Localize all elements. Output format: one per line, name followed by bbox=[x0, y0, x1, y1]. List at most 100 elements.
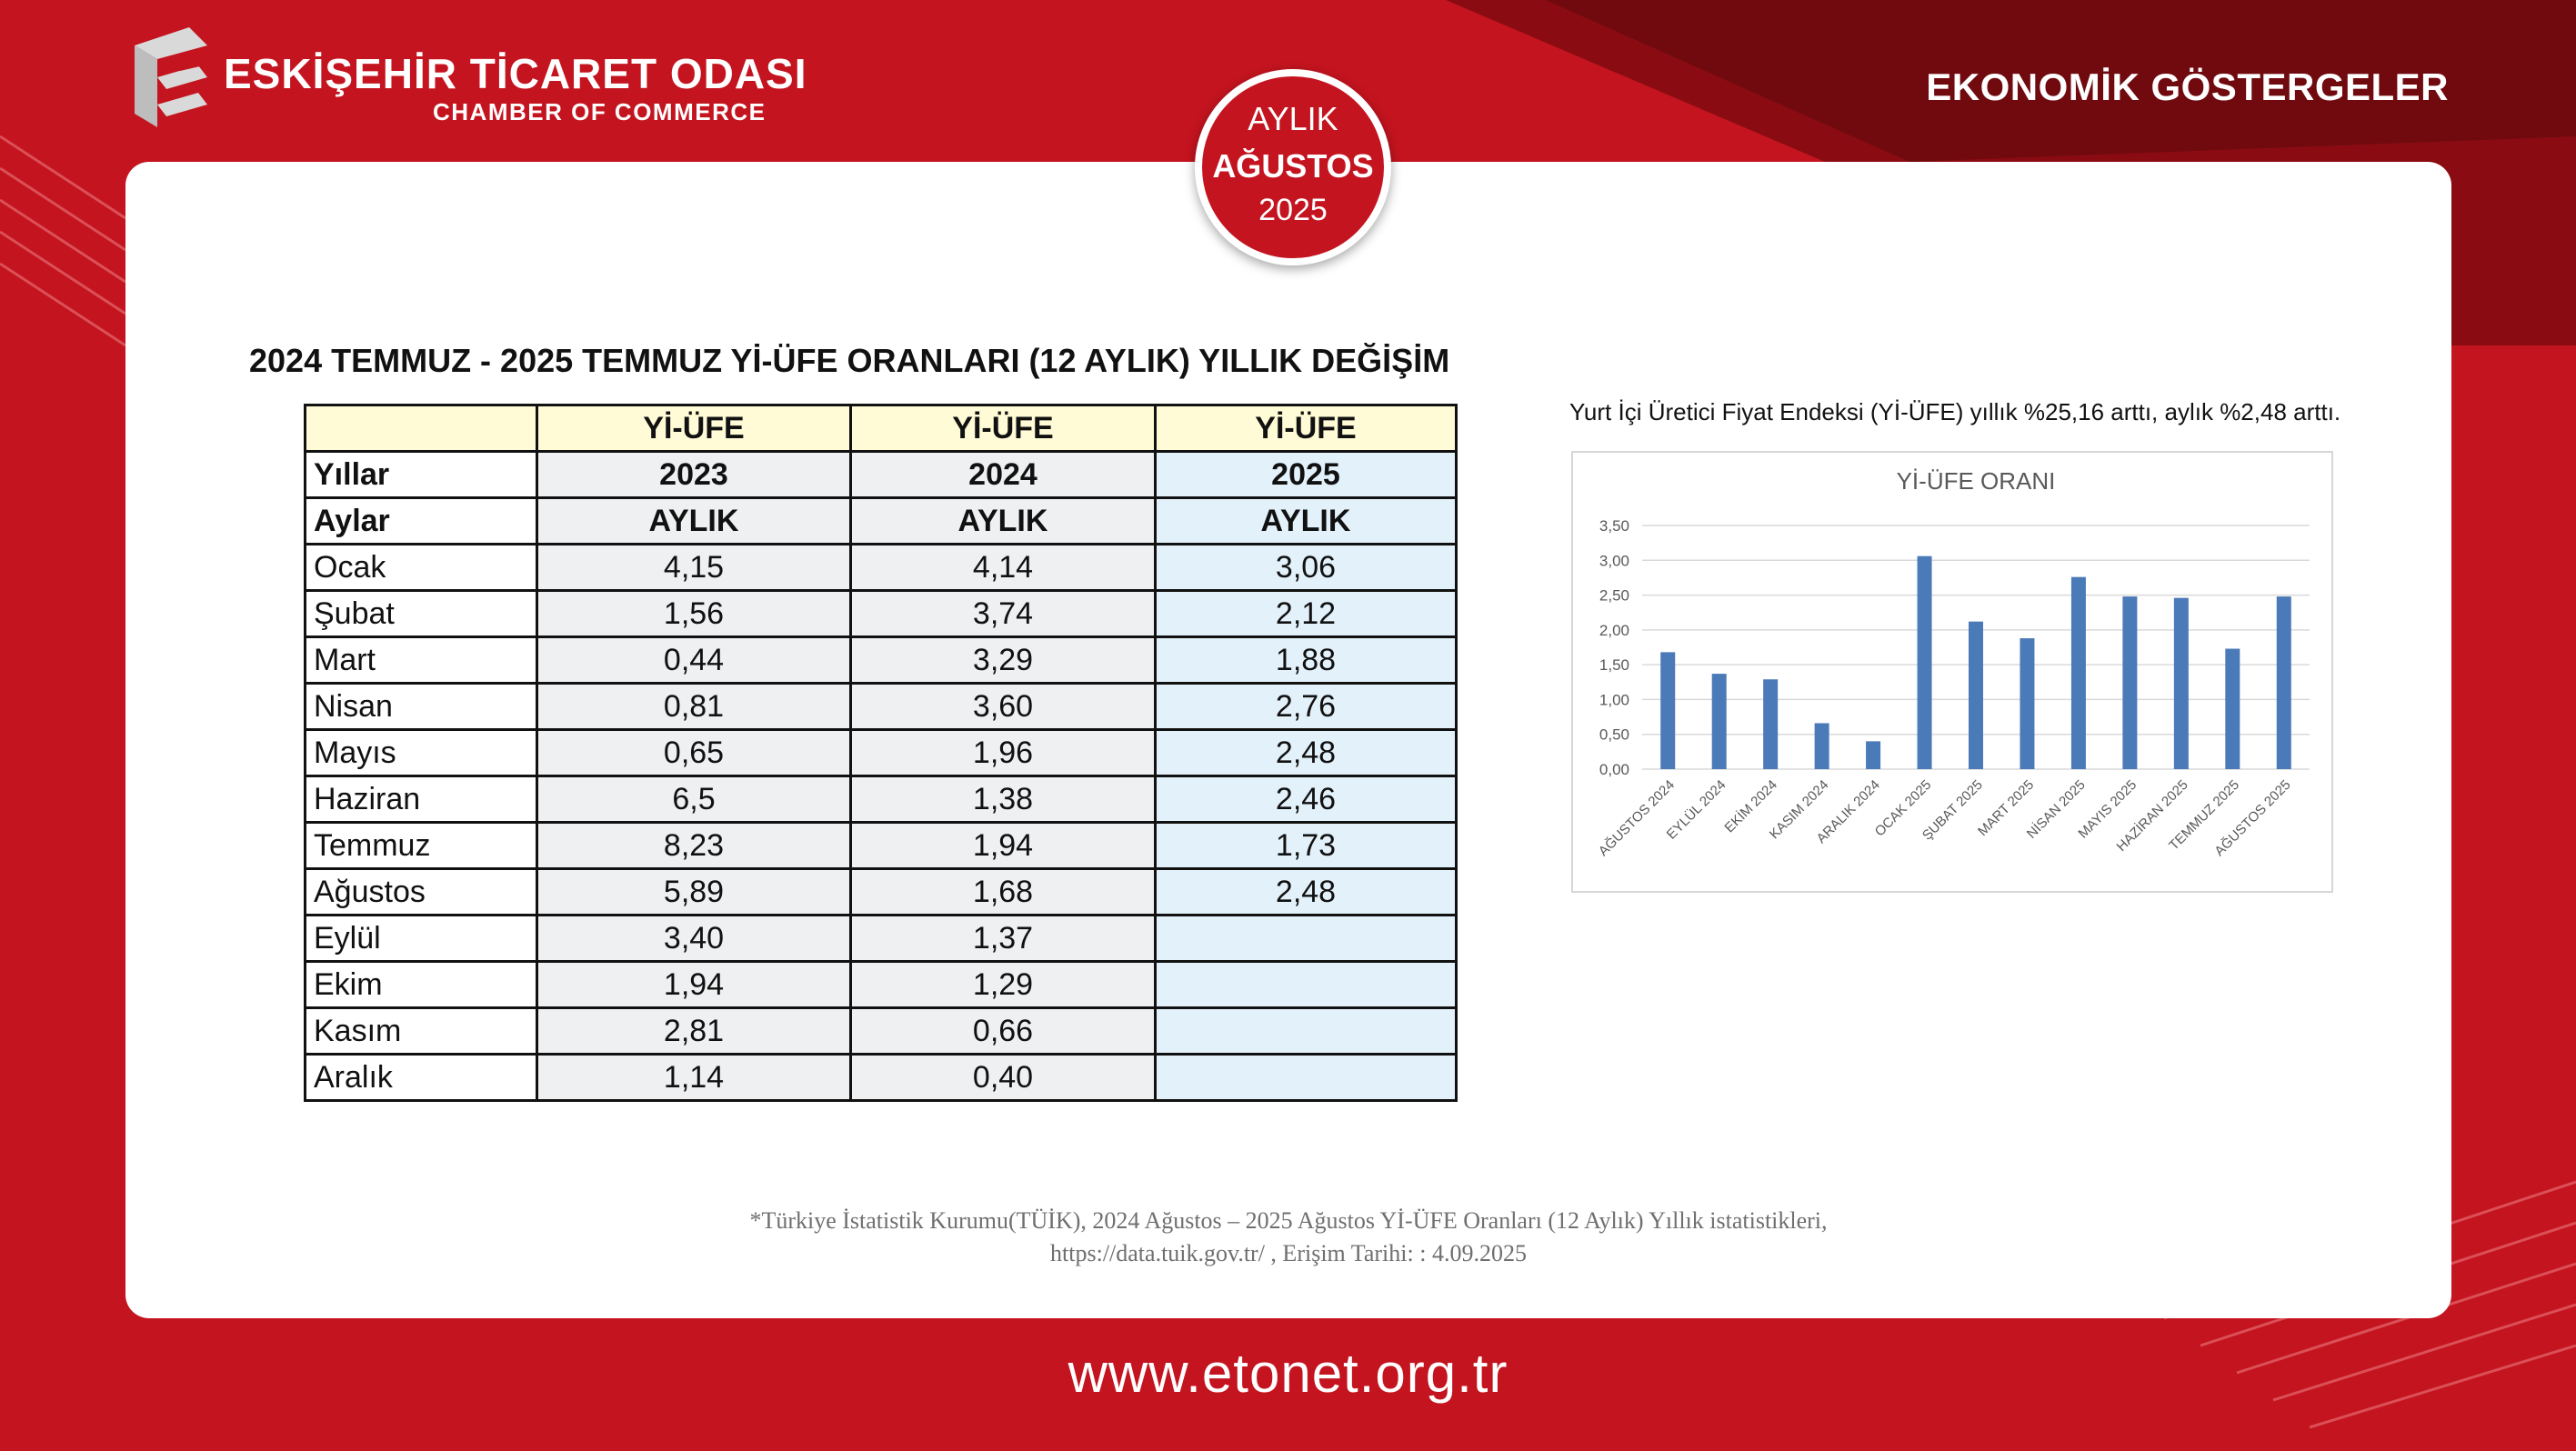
table-row: Aralık 1,14 0,40 bbox=[304, 1053, 1458, 1102]
y-tick-label: 0,50 bbox=[1599, 726, 1629, 744]
month-cell: Ocak bbox=[304, 543, 538, 592]
footnote-line2: https://data.tuik.gov.tr/ , Erişim Tarih… bbox=[1050, 1240, 1527, 1266]
years-row: Yıllar 2023 2024 2025 bbox=[304, 450, 1458, 499]
y-tick-label: 2,50 bbox=[1599, 587, 1629, 605]
month-cell: Aralık bbox=[304, 1053, 538, 1102]
y-tick-label: 2,00 bbox=[1599, 622, 1629, 639]
footnote-line1: *Türkiye İstatistik Kurumu(TÜİK), 2024 A… bbox=[749, 1207, 1828, 1234]
bar-chart-svg: Yİ-ÜFE ORANI 0,00 0,50 1,00 1,50 2,00 2,50 3,00… bbox=[1596, 467, 2310, 859]
badge-period: AYLIK bbox=[1248, 100, 1338, 137]
value-cell: 1,37 bbox=[849, 914, 1157, 963]
bar bbox=[1814, 723, 1829, 769]
period-cell: AYLIK bbox=[849, 496, 1157, 545]
header-cell: Yİ-ÜFE bbox=[849, 404, 1157, 453]
value-cell: 0,81 bbox=[536, 682, 852, 731]
value-cell: 3,06 bbox=[1154, 543, 1458, 592]
bar bbox=[1763, 679, 1779, 769]
value-cell: 4,14 bbox=[849, 543, 1157, 592]
badge-month: AĞUSTOS bbox=[1212, 147, 1374, 185]
table-row: Ağustos 5,89 1,68 2,48 bbox=[304, 867, 1458, 916]
bar bbox=[2070, 576, 2086, 769]
month-cell: Şubat bbox=[304, 589, 538, 638]
month-badge: AYLIK AĞUSTOS 2025 bbox=[1195, 69, 1391, 265]
value-cell: 3,60 bbox=[849, 682, 1157, 731]
footer-url[interactable]: www.etonet.org.tr bbox=[1067, 1343, 1509, 1404]
month-cell: Nisan bbox=[304, 682, 538, 731]
value-cell: 1,88 bbox=[1154, 635, 1458, 685]
value-cell: 3,29 bbox=[849, 635, 1157, 685]
month-cell: Ağustos bbox=[304, 867, 538, 916]
value-cell: 3,74 bbox=[849, 589, 1157, 638]
rates-table: Yİ-ÜFE Yİ-ÜFE Yİ-ÜFE Yıllar 2023 2024 20… bbox=[304, 404, 1458, 1102]
y-tick-label: 3,00 bbox=[1599, 552, 1629, 569]
year-cell: 2025 bbox=[1154, 450, 1458, 499]
value-cell: 0,40 bbox=[849, 1053, 1157, 1102]
bar-chart: Yİ-ÜFE ORANI 0,00 0,50 1,00 1,50 2,00 2,50 3,00… bbox=[1571, 451, 2333, 893]
bar bbox=[1711, 674, 1727, 769]
year-cell: 2024 bbox=[849, 450, 1157, 499]
table-row: Haziran 6,5 1,38 2,46 bbox=[304, 775, 1458, 824]
chart-title: Yİ-ÜFE ORANI bbox=[1897, 467, 2056, 495]
period-cell: AYLIK bbox=[536, 496, 852, 545]
org-subtitle: CHAMBER OF COMMERCE bbox=[433, 98, 767, 125]
value-cell: 1,68 bbox=[849, 867, 1157, 916]
value-cell: 2,48 bbox=[1154, 867, 1458, 916]
value-cell: 1,38 bbox=[849, 775, 1157, 824]
value-cell: 4,15 bbox=[536, 543, 852, 592]
months-label: Aylar bbox=[304, 496, 538, 545]
table-row: Mayıs 0,65 1,96 2,48 bbox=[304, 728, 1458, 777]
y-tick-label: 1,00 bbox=[1599, 691, 1629, 708]
value-cell: 2,12 bbox=[1154, 589, 1458, 638]
table-row: Temmuz 8,23 1,94 1,73 bbox=[304, 821, 1458, 870]
bar bbox=[1660, 652, 1676, 769]
years-label: Yıllar bbox=[304, 450, 538, 499]
chamber-logo-icon bbox=[135, 27, 212, 127]
year-cell: 2023 bbox=[536, 450, 852, 499]
period-cell: AYLIK bbox=[1154, 496, 1458, 545]
header-cell bbox=[304, 404, 538, 453]
value-cell: 1,96 bbox=[849, 728, 1157, 777]
y-tick-label: 3,50 bbox=[1599, 517, 1629, 535]
value-cell: 6,5 bbox=[536, 775, 852, 824]
table-row: Mart 0,44 3,29 1,88 bbox=[304, 635, 1458, 685]
month-cell: Mayıs bbox=[304, 728, 538, 777]
bar bbox=[1866, 741, 1881, 769]
table-row: Ocak 4,15 4,14 3,06 bbox=[304, 543, 1458, 592]
chart-summary-note: Yurt İçi Üretici Fiyat Endeksi (Yİ-ÜFE) … bbox=[1569, 398, 2341, 425]
y-tick-label: 1,50 bbox=[1599, 656, 1629, 674]
value-cell: 1,94 bbox=[536, 960, 852, 1009]
month-cell: Kasım bbox=[304, 1006, 538, 1056]
month-cell: Eylül bbox=[304, 914, 538, 963]
y-tick-label: 0,00 bbox=[1599, 761, 1629, 778]
value-cell: 2,48 bbox=[1154, 728, 1458, 777]
table-title: 2024 TEMMUZ - 2025 TEMMUZ Yİ-ÜFE ORANLAR… bbox=[249, 342, 1450, 379]
value-cell: 2,81 bbox=[536, 1006, 852, 1056]
value-cell: 1,14 bbox=[536, 1053, 852, 1102]
month-cell: Haziran bbox=[304, 775, 538, 824]
period-row: Aylar AYLIK AYLIK AYLIK bbox=[304, 496, 1458, 545]
org-name: ESKİŞEHİR TİCARET ODASI bbox=[224, 50, 807, 97]
table-row: Eylül 3,40 1,37 bbox=[304, 914, 1458, 963]
header-cell: Yİ-ÜFE bbox=[1154, 404, 1458, 453]
bar bbox=[1917, 555, 1932, 769]
table-header-row: Yİ-ÜFE Yİ-ÜFE Yİ-ÜFE bbox=[304, 404, 1458, 453]
value-cell: 3,40 bbox=[536, 914, 852, 963]
bar bbox=[2276, 596, 2291, 769]
value-cell: 1,94 bbox=[849, 821, 1157, 870]
table-row: Kasım 2,81 0,66 bbox=[304, 1006, 1458, 1056]
month-cell: Temmuz bbox=[304, 821, 538, 870]
bar bbox=[2122, 596, 2138, 769]
month-cell: Mart bbox=[304, 635, 538, 685]
value-cell: 5,89 bbox=[536, 867, 852, 916]
bar bbox=[2020, 638, 2035, 769]
section-title: EKONOMİK GÖSTERGELER bbox=[1926, 65, 2449, 108]
chamber-logo[interactable]: ESKİŞEHİR TİCARET ODASI CHAMBER OF COMME… bbox=[125, 27, 807, 136]
value-cell: 1,56 bbox=[536, 589, 852, 638]
value-cell bbox=[1154, 1053, 1458, 1102]
bar bbox=[2173, 597, 2189, 769]
value-cell bbox=[1154, 914, 1458, 963]
bar bbox=[2225, 648, 2240, 769]
value-cell: 8,23 bbox=[536, 821, 852, 870]
value-cell: 1,29 bbox=[849, 960, 1157, 1009]
table-row: Nisan 0,81 3,60 2,76 bbox=[304, 682, 1458, 731]
